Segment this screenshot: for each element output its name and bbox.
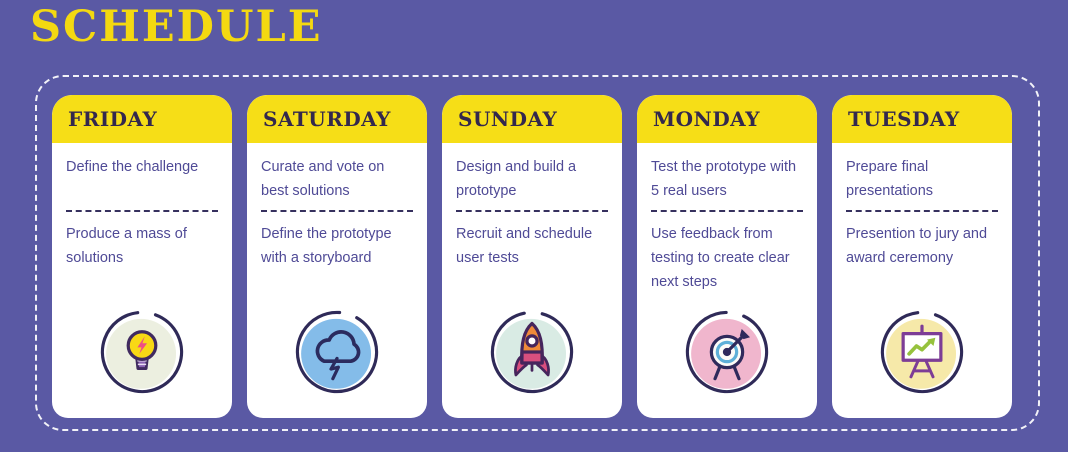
cards-row: FRIDAY Define the challenge Produce a ma… — [52, 95, 1012, 418]
dashed-border-frame — [35, 75, 1040, 431]
day-header: TUESDAY — [832, 95, 1012, 143]
day-card-saturday: SATURDAY Curate and vote on best solutio… — [247, 95, 427, 418]
task-text-2: Use feedback from testing to create clea… — [651, 226, 790, 290]
dashed-divider — [651, 210, 803, 212]
day-header: MONDAY — [637, 95, 817, 143]
presentation-chart-icon — [880, 310, 964, 394]
icon-wrap — [486, 306, 578, 398]
task-text-1: Curate and vote on best solutions — [261, 159, 385, 199]
dashed-divider — [456, 210, 608, 212]
card-body: Test the prototype with 5 real users Use… — [637, 143, 817, 418]
day-header: FRIDAY — [52, 95, 232, 143]
dart-target-icon — [685, 310, 769, 394]
lightbulb-icon — [100, 310, 184, 394]
day-label: TUESDAY — [848, 107, 960, 131]
day-header: SATURDAY — [247, 95, 427, 143]
day-card-sunday: SUNDAY Design and build a prototype Recr… — [442, 95, 622, 418]
icon-wrap — [876, 306, 968, 398]
task-text-1: Prepare final presentations — [846, 159, 934, 199]
dashed-divider — [66, 210, 218, 212]
card-body: Curate and vote on best solutions Define… — [247, 143, 427, 418]
task-text-2: Produce a mass of solutions — [66, 226, 187, 266]
storm-cloud-icon — [295, 310, 379, 394]
dashed-divider — [261, 210, 413, 212]
rocket-icon — [490, 310, 574, 394]
day-label: SUNDAY — [458, 107, 558, 131]
page-title: SCHEDULE — [30, 2, 323, 52]
task-text-1: Test the prototype with 5 real users — [651, 159, 797, 199]
dashed-divider — [846, 210, 998, 212]
day-card-friday: FRIDAY Define the challenge Produce a ma… — [52, 95, 232, 418]
card-body: Define the challenge Produce a mass of s… — [52, 143, 232, 418]
icon-wrap — [291, 306, 383, 398]
icon-wrap — [96, 306, 188, 398]
task-text-2: Presention to jury and award ceremony — [846, 226, 988, 266]
task-text-1: Design and build a prototype — [456, 159, 577, 199]
icon-wrap — [681, 306, 773, 398]
card-body: Prepare final presentations Presention t… — [832, 143, 1012, 418]
task-text-1: Define the challenge — [66, 159, 199, 175]
task-text-2: Recruit and schedule user tests — [456, 226, 593, 266]
day-header: SUNDAY — [442, 95, 622, 143]
task-text-2: Define the prototype with a storyboard — [261, 226, 392, 266]
day-label: MONDAY — [653, 107, 760, 131]
day-card-tuesday: TUESDAY Prepare final presentations Pres… — [832, 95, 1012, 418]
card-body: Design and build a prototype Recruit and… — [442, 143, 622, 418]
day-label: FRIDAY — [68, 107, 158, 131]
day-card-monday: MONDAY Test the prototype with 5 real us… — [637, 95, 817, 418]
day-label: SATURDAY — [263, 107, 391, 131]
